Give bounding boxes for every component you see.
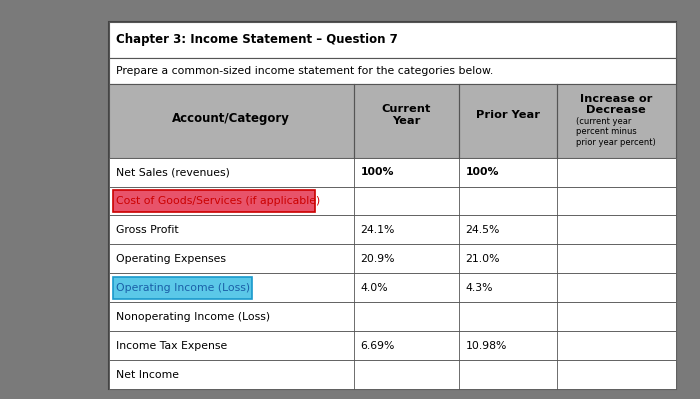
Text: Operating Income (Loss): Operating Income (Loss) — [116, 283, 250, 293]
Text: Gross Profit: Gross Profit — [116, 225, 178, 235]
Text: Net Income: Net Income — [116, 369, 178, 379]
Text: Net Sales (revenues): Net Sales (revenues) — [116, 167, 230, 177]
Text: Nonoperating Income (Loss): Nonoperating Income (Loss) — [116, 312, 270, 322]
Text: Income Tax Expense: Income Tax Expense — [116, 341, 227, 351]
Text: (current year
percent minus
prior year percent): (current year percent minus prior year p… — [576, 117, 656, 147]
Text: 21.0%: 21.0% — [466, 254, 500, 264]
Text: 24.5%: 24.5% — [466, 225, 500, 235]
Text: Decrease: Decrease — [586, 105, 646, 115]
Text: 100%: 100% — [466, 167, 499, 177]
Text: 10.98%: 10.98% — [466, 341, 507, 351]
Text: 20.9%: 20.9% — [360, 254, 395, 264]
Text: 4.0%: 4.0% — [360, 283, 388, 293]
Text: 4.3%: 4.3% — [466, 283, 493, 293]
Text: Prior Year: Prior Year — [475, 110, 540, 120]
Text: Account/Category: Account/Category — [172, 112, 290, 125]
Text: Cost of Goods/Services (if applicable): Cost of Goods/Services (if applicable) — [116, 196, 320, 206]
Text: Increase or: Increase or — [580, 94, 652, 104]
Text: 100%: 100% — [360, 167, 394, 177]
Text: Chapter 3: Income Statement – Question 7: Chapter 3: Income Statement – Question 7 — [116, 34, 398, 46]
Text: 6.69%: 6.69% — [360, 341, 395, 351]
Text: Prepare a common-sized income statement for the categories below.: Prepare a common-sized income statement … — [116, 66, 493, 76]
Text: Current
Year: Current Year — [382, 104, 430, 126]
Text: 24.1%: 24.1% — [360, 225, 395, 235]
Text: Operating Expenses: Operating Expenses — [116, 254, 225, 264]
